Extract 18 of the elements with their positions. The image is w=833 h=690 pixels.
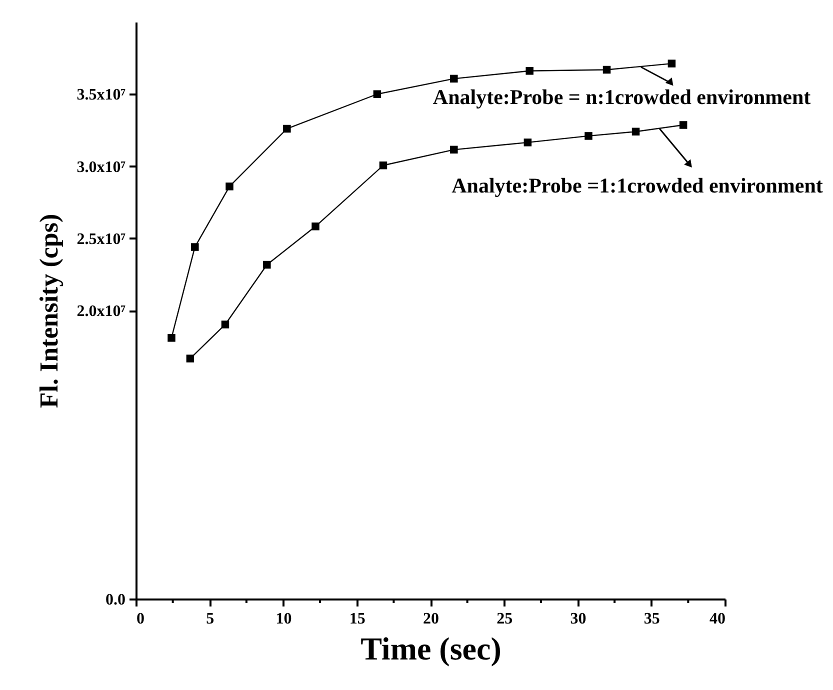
annotation: Analyte:Probe = n:1crowded environment [432,85,811,110]
x-tick-label: 10 [276,610,292,628]
y-tick-label: 3.0x10⁷ [76,158,126,176]
y-tick-label: 3.5x10⁷ [76,86,126,104]
y-tick-label: 2.0x10⁷ [76,303,126,320]
x-tick-label: 5 [206,610,214,628]
x-tick-label: 30 [570,610,586,628]
x-tick-label: 40 [710,610,726,628]
annotation: Analyte:Probe =1:1crowded environment [452,174,823,198]
x-axis-title: Time (sec) [360,630,502,666]
x-tick-label: 15 [349,610,366,628]
x-tick-label: 0 [136,610,144,628]
x-tick-label: 35 [644,610,660,628]
y-axis-title: Fl. Intensity (cps) [34,214,64,408]
y-tick-label: 0.0 [106,592,126,608]
y-tick-label: 2.5x10⁷ [76,230,126,248]
x-tick-label: 20 [423,610,439,628]
x-tick-label: 25 [496,610,513,628]
